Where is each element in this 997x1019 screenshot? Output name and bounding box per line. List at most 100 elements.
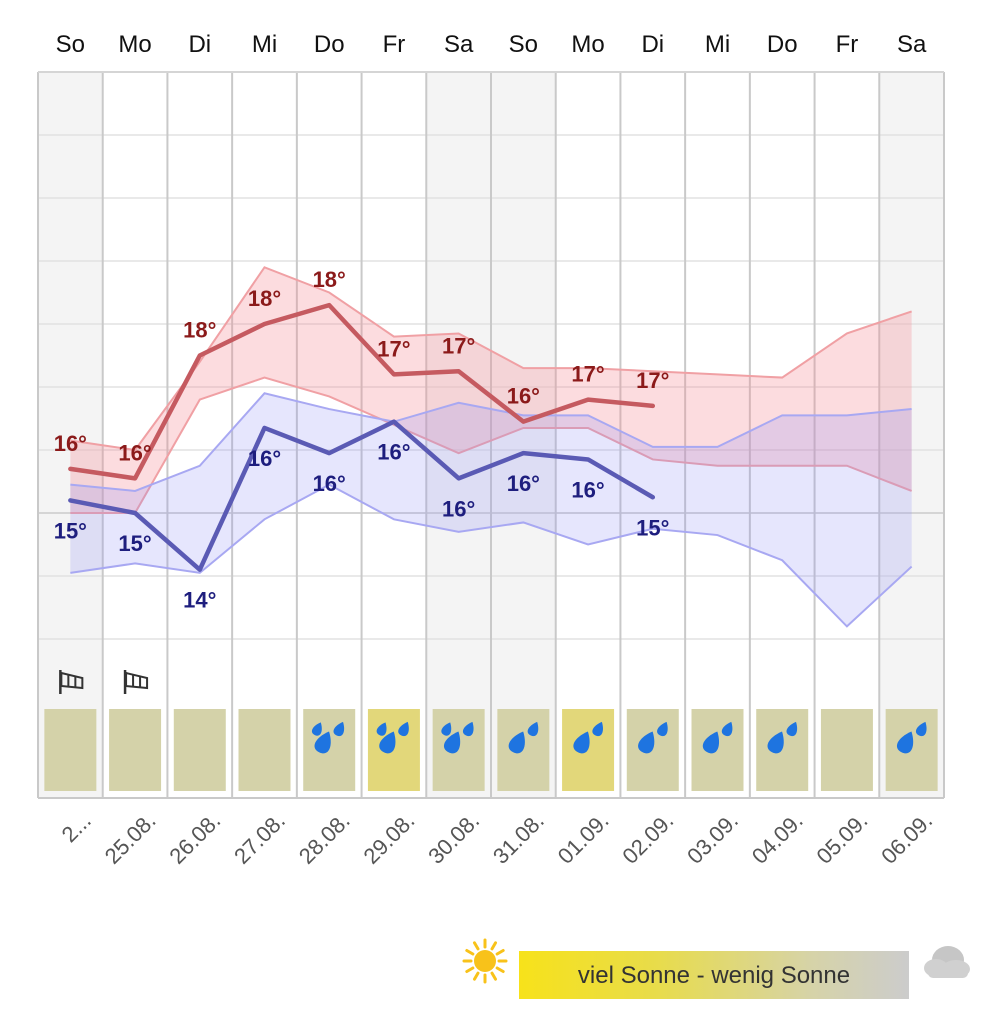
rain-drop (311, 722, 322, 736)
rain-drop (462, 721, 474, 737)
weather-icons (44, 670, 938, 791)
temperature-lines (68, 302, 656, 572)
sun-icon-ray (465, 949, 475, 956)
date-label: 30.08. (423, 808, 484, 869)
min-temperature-label: 16° (313, 471, 346, 496)
date-label: 03.09. (682, 808, 743, 869)
temperature-bands (70, 266, 913, 628)
rain-drop (527, 721, 539, 737)
date-label: 05.09. (812, 808, 873, 869)
rain-drop (721, 721, 733, 737)
weekend-column (426, 72, 491, 798)
weekend-column (491, 72, 556, 798)
sunshine-tile (497, 709, 550, 791)
max-temperature-label: 17° (636, 368, 669, 393)
weekday-label: Mo (118, 31, 151, 58)
min-temperature-label: 16° (248, 446, 281, 471)
sunshine-tile (885, 709, 938, 791)
rain-drop (333, 721, 345, 737)
rain-drop (508, 731, 525, 754)
date-label: 02.09. (617, 808, 678, 869)
sun-icon-core (474, 950, 496, 972)
max-range-lower-edge (70, 376, 913, 514)
min-temperature-label: 14° (183, 588, 216, 613)
weekday-label: Mi (252, 31, 277, 58)
sunshine-tile (367, 709, 420, 791)
rain-drop (573, 731, 590, 754)
rain-drop (398, 721, 409, 737)
date-label: 25.08. (100, 808, 161, 869)
sun-icon-ray (465, 966, 475, 973)
sunshine-tile (238, 709, 291, 791)
date-label: 28.08. (294, 808, 355, 869)
max-temperature-label: 18° (248, 286, 281, 311)
sun-icon-ray (490, 941, 497, 951)
weekday-label: Fr (383, 31, 406, 58)
min-range-band (70, 393, 912, 627)
max-range-upper-edge (70, 266, 912, 452)
date-label: 29.08. (359, 808, 420, 869)
sunshine-tile (173, 709, 226, 791)
rain-drop (786, 721, 798, 737)
rain-drop (443, 731, 461, 754)
sunshine-tile (756, 709, 809, 791)
max-temperature-label: 16° (507, 384, 540, 409)
sun-icon-ray (473, 971, 480, 981)
weekday-label: So (56, 31, 85, 58)
date-label: 01.09. (553, 808, 614, 869)
weekend-column (38, 72, 103, 798)
sun-icon (462, 938, 508, 984)
wind-icon (123, 670, 149, 694)
background-layer (37, 71, 945, 799)
min-temperature-label: 16° (571, 477, 604, 502)
sunshine-legend: viel Sonne - wenig Sonne (462, 938, 982, 1008)
max-temperature-label: 18° (313, 267, 346, 292)
cloud-icon (924, 946, 970, 978)
rain-drop (441, 722, 452, 736)
weekday-label: Do (314, 31, 345, 58)
min-temperature-label: 15° (118, 531, 151, 556)
rain-drop (702, 731, 720, 754)
sun-icon-ray (473, 941, 480, 951)
max-temperature-label: 17° (571, 362, 604, 387)
sun-icon-ray (495, 949, 505, 956)
sunshine-tile (44, 709, 97, 791)
weekday-label: So (509, 31, 538, 58)
weekday-label: Mi (705, 31, 730, 58)
sun-icon-ray (495, 966, 505, 973)
wind-icon (59, 670, 84, 694)
rain-drop (767, 731, 784, 754)
rain-drop (314, 731, 331, 754)
rain-drops-icon (573, 721, 603, 754)
max-temperature-label: 16° (118, 440, 151, 465)
rain-drops-icon (702, 721, 733, 754)
date-label: 26.08. (164, 808, 225, 869)
max-temperature-label: 16° (54, 431, 87, 456)
sunshine-tile (109, 709, 162, 791)
rain-drop (915, 721, 927, 737)
rain-drops-icon (767, 721, 798, 754)
sunshine-tile (820, 709, 873, 791)
weekday-label: Di (641, 31, 664, 58)
rain-drops-icon (441, 721, 474, 754)
sunshine-tile (691, 709, 744, 791)
max-temperature-label: 17° (442, 333, 475, 358)
sunshine-tile (303, 709, 356, 791)
weekday-label: Do (767, 31, 798, 58)
weekday-label: Sa (444, 31, 474, 58)
rain-drop (379, 731, 396, 754)
rain-drops-icon (638, 721, 668, 754)
max-temperature-line (68, 302, 656, 481)
rain-drops-icon (896, 721, 927, 754)
sunshine-gradient-bar: viel Sonne - wenig Sonne (519, 951, 909, 999)
sun-icon-ray (490, 971, 497, 981)
min-temperature-label: 16° (442, 496, 475, 521)
weekday-label: Sa (897, 31, 927, 58)
max-range-band (70, 267, 912, 513)
min-range-lower-edge (70, 483, 913, 628)
sunshine-tile (626, 709, 679, 791)
rain-drop (376, 722, 387, 736)
date-label: 06.09. (876, 808, 937, 869)
min-temperature-label: 15° (636, 515, 669, 540)
